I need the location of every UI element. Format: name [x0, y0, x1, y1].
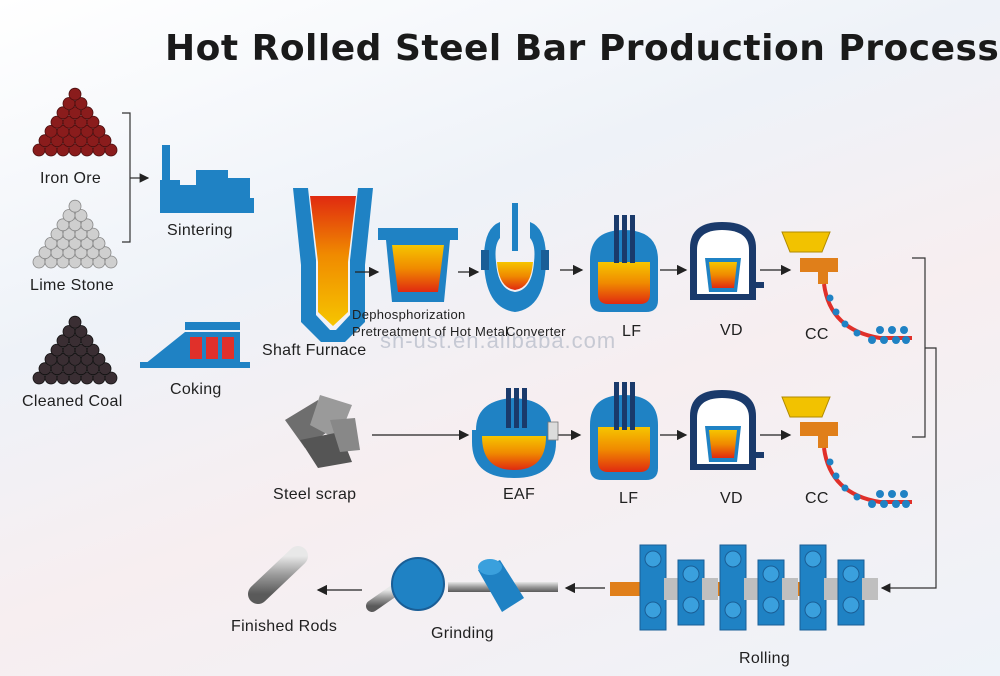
label-steel-scrap: Steel scrap [273, 486, 357, 503]
label-lime-stone: Lime Stone [30, 277, 114, 294]
label-coking: Coking [170, 381, 222, 398]
label-lf-1: LF [622, 323, 642, 340]
label-shaft-furnace: Shaft Furnace [262, 342, 367, 359]
label-dephosphorization: Dephosphorization [352, 307, 466, 322]
label-eaf: EAF [503, 486, 536, 503]
steel-scrap-icon [285, 395, 360, 468]
finished-rods-icon [248, 546, 308, 604]
label-grinding: Grinding [431, 625, 494, 642]
label-vd-2: VD [720, 490, 743, 507]
lf-furnace-icon [590, 215, 658, 312]
label-lf-2: LF [619, 490, 639, 507]
cleaned-coal-pile-icon [32, 315, 118, 385]
label-cc-2: CC [805, 490, 829, 507]
eaf-furnace-icon [472, 388, 559, 478]
vd-vessel-icon-2 [690, 390, 764, 470]
label-finished-rods: Finished Rods [231, 618, 338, 635]
lime-stone-pile-icon [32, 199, 118, 269]
label-rolling: Rolling [739, 650, 791, 667]
cc-to-rolling-bracket [882, 257, 937, 588]
raw-materials-bracket [122, 112, 148, 243]
label-converter: Converter [506, 324, 566, 339]
rolling-mill-icon [610, 544, 878, 631]
shaft-furnace-icon [293, 188, 373, 342]
lf-furnace-icon-2 [590, 382, 658, 480]
sintering-plant-icon [160, 145, 254, 213]
label-iron-ore: Iron Ore [40, 170, 102, 187]
label-vd-1: VD [720, 322, 743, 339]
iron-ore-pile-icon [32, 87, 118, 157]
label-pretreatment: Pretreatment of Hot Metal [352, 324, 509, 339]
watermark-text: sn-ust.en.alibaba.com [380, 328, 617, 353]
cc-caster-icon [781, 231, 912, 344]
cc-caster-icon-2 [781, 396, 912, 508]
label-cc-1: CC [805, 326, 829, 343]
grinding-machine-icon [366, 557, 558, 612]
coking-oven-icon [140, 322, 250, 368]
converter-icon [481, 203, 549, 312]
label-sintering: Sintering [167, 222, 233, 239]
page-title: Hot Rolled Steel Bar Production Process [165, 28, 1000, 69]
dephosphorization-ladle-icon [378, 228, 458, 302]
vd-vessel-icon [690, 222, 764, 300]
label-cleaned-coal: Cleaned Coal [22, 393, 123, 410]
